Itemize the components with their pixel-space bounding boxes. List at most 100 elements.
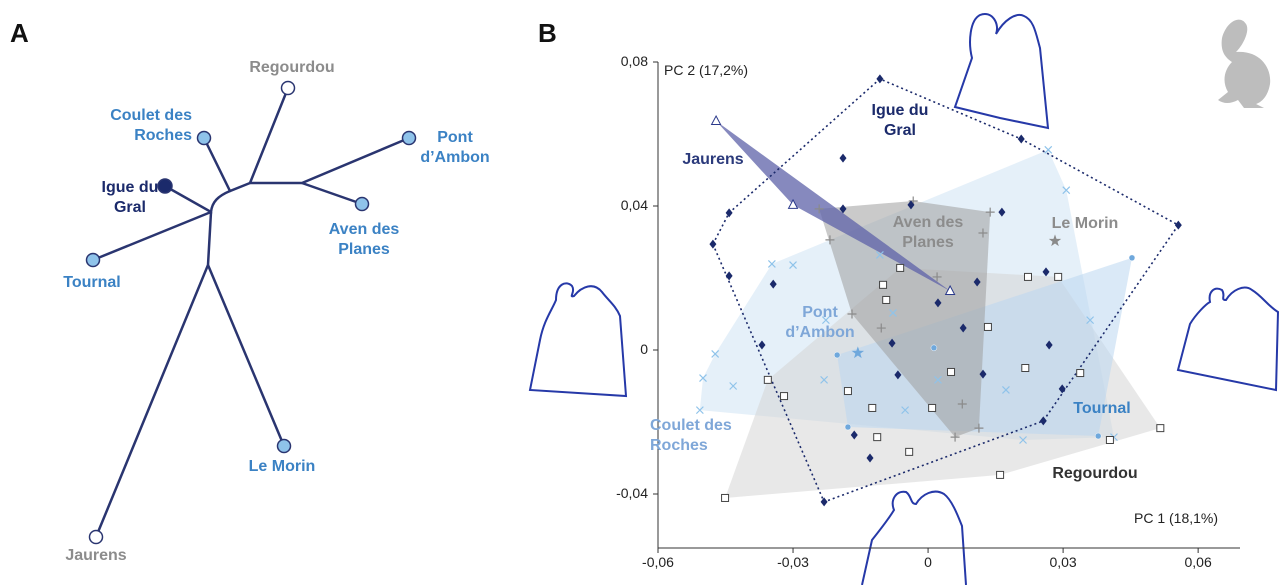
point-diamond [725,208,733,218]
point-diamond [876,74,884,84]
tooth-outlines [528,12,1280,585]
point-square [928,403,937,412]
point-diamond [1058,384,1066,394]
point-circle [833,351,841,359]
scatter-plot [653,61,1240,553]
tree-node [196,130,212,146]
point-square [905,447,914,456]
hare-icon [1218,19,1271,108]
tree-edge [248,87,410,185]
point-diamond [934,298,942,308]
point-diamond [1039,416,1047,426]
tree-node [276,438,292,454]
point-x [699,374,707,383]
point-star [851,346,865,359]
point-x [889,308,897,317]
point-diamond [998,207,1006,217]
point-circle [1128,254,1136,262]
point-square [780,392,789,401]
point-square [1054,272,1063,281]
tree-edge [94,211,213,538]
panel-label: B [538,18,557,48]
tree-edge [301,181,363,206]
point-plus [950,432,960,442]
point-x [821,316,830,325]
point-x [934,375,942,384]
tree-label: Aven des Planes [328,221,400,258]
point-square [879,280,888,289]
tree-edge [202,137,251,193]
point-plus [974,423,984,433]
group-hull [837,257,1132,437]
point-diamond [894,370,902,380]
point-x [1086,316,1095,325]
point-triangle [944,284,956,295]
point-square [1156,424,1165,433]
point-x [1062,186,1071,195]
point-square [1076,369,1085,378]
point-x [1002,386,1010,394]
group-label: Pont d’Ambon [785,304,855,341]
y-tick-label: 0 [640,341,648,357]
point-x [1044,145,1053,154]
point-x [729,382,738,390]
point-diamond [709,239,717,249]
tree-node [401,130,417,146]
tooth-right [1176,286,1280,392]
point-square [983,322,992,331]
point-plus [814,204,824,214]
tree-edge [206,264,286,447]
tree-label: Pont d’Ambon [420,129,490,166]
point-star [1048,234,1062,247]
point-diamond [839,204,847,214]
tree-node [354,196,370,212]
x-tick-label: 0,06 [1184,554,1212,570]
point-x [695,406,704,415]
point-x [1019,436,1027,444]
point-diamond [1042,267,1050,277]
x-tick-label: -0,03 [777,554,809,570]
x-tick-label: 0,03 [1049,554,1077,570]
point-diamond [959,323,967,333]
point-triangle [787,198,799,209]
point-square [763,375,772,384]
group-label: Jaurens [682,151,744,168]
point-x [820,375,829,384]
group-label: Igue du Gral [871,102,929,139]
point-square [896,263,905,272]
point-diamond [839,153,847,163]
point-square [868,403,877,412]
point-square [1023,272,1032,281]
group-label: Tournal [1073,400,1131,417]
point-plus [978,228,988,238]
group-label: Aven des Planes [892,214,964,251]
tree-label: Tournal [63,274,121,291]
point-circle [1094,432,1102,440]
point-diamond [769,279,777,289]
tree-label: Le Morin [248,458,316,475]
point-square [947,367,956,376]
point-diamond [973,277,981,287]
tree-node [157,178,173,194]
point-x [875,251,884,259]
x-axis-label: PC 1 (18,1%) [1134,510,1219,526]
point-square [843,387,852,396]
group-label: Coulet des Roches [650,417,732,454]
point-square [873,433,882,442]
point-circle [844,423,852,431]
point-diamond [850,430,858,440]
tooth-top [953,12,1050,130]
tooth-bottom [861,490,967,585]
tree-node [88,529,104,545]
point-diamond [979,369,987,379]
group-label: Le Morin [1051,215,1119,232]
point-triangle [710,114,722,126]
point-diamond [1045,340,1053,350]
point-plus [825,235,835,245]
y-tick-label: -0,04 [616,485,648,501]
point-square [996,470,1005,479]
point-diamond [758,340,766,350]
point-circle [930,344,938,352]
group-hull [716,121,951,291]
